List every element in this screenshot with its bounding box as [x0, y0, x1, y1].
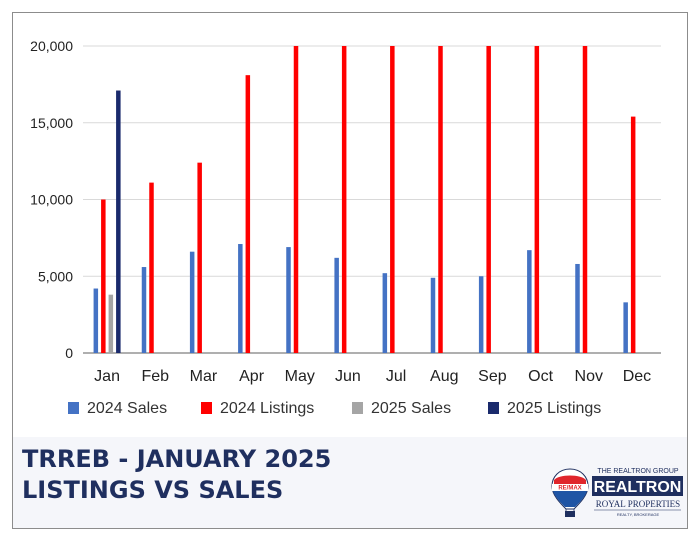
bar-2024-sales-dec: [623, 302, 628, 353]
x-tick-label: Oct: [528, 368, 553, 385]
legend-label: 2025 Sales: [371, 400, 451, 417]
legend-label: 2025 Listings: [507, 400, 601, 417]
bar-2024-sales-oct: [527, 250, 532, 353]
legend-label: 2024 Sales: [87, 400, 167, 417]
bar-2024-listings-may: [293, 46, 299, 353]
footer-banner: TRREB - JANUARY 2025 LISTINGS VS SALES R…: [13, 437, 687, 528]
bar-2024-sales-jul: [382, 273, 388, 353]
bar-2024-sales-nov: [575, 263, 580, 353]
chart-card: 0 5,000 10,000 15,000 20,000 Jan Feb Mar Apr May…: [12, 12, 688, 529]
x-tick-label: Jun: [335, 368, 361, 385]
balloon-brand-text: RE/MAX: [558, 486, 581, 492]
y-tick-label: 20,000: [30, 38, 73, 54]
bar-2024-listings-jun: [341, 46, 347, 353]
y-tick-label: 5,000: [38, 268, 73, 284]
legend-swatch: [352, 402, 363, 414]
x-tick-label: Jan: [94, 368, 120, 385]
logo-brand-text: REALTRON: [594, 479, 682, 496]
legend-swatch: [201, 402, 212, 414]
x-tick-label: Feb: [141, 368, 169, 385]
legend-item-2025-sales: 2025 Sales: [352, 400, 451, 417]
bar-2024-sales-jan: [93, 288, 99, 353]
bar-2024-listings-oct: [534, 46, 540, 353]
footer-title-line1: TRREB - JANUARY 2025: [22, 445, 332, 473]
x-tick-label: Sep: [478, 368, 507, 385]
footer-title-line2: LISTINGS VS SALES: [22, 476, 284, 504]
bar-2024-listings-sep: [486, 46, 491, 353]
x-tick-label: Mar: [190, 368, 218, 385]
bar-2024-listings-aug: [438, 46, 443, 353]
bar-2024-sales-feb: [141, 267, 147, 353]
x-tick-label: Dec: [623, 368, 651, 385]
bar-2024-listings-mar: [197, 162, 202, 353]
bar-2024-listings-dec: [630, 116, 636, 353]
bar-2024-listings-nov: [582, 46, 588, 353]
logo-brand-box: [592, 476, 683, 496]
x-tick-label: Jul: [386, 368, 406, 385]
bar-2024-sales-apr: [238, 244, 243, 353]
bar-2024-listings-apr: [245, 75, 251, 353]
bar-2024-sales-may: [286, 247, 291, 353]
bar-chart: 0 5,000 10,000 15,000 20,000 Jan Feb Mar Apr May…: [30, 38, 661, 417]
balloon-icon: RE/MAX: [551, 468, 589, 517]
logo-tagline: REALTY, BROKERAGE: [617, 512, 660, 517]
realtron-logo: RE/MAX THE REALTRON GROUP REALTRON ROYAL…: [551, 468, 683, 517]
legend-swatch: [68, 402, 79, 414]
bar-2024-sales-mar: [189, 251, 195, 353]
logo-sub-text: ROYAL PROPERTIES: [596, 499, 680, 509]
bar-2025-listings-jan: [116, 90, 121, 353]
legend-item-2024-sales: 2024 Sales: [68, 400, 167, 417]
legend-swatch: [488, 402, 499, 414]
x-tick-label: May: [285, 368, 315, 385]
bar-2024-listings-jan: [101, 199, 106, 353]
logo-group-text: THE REALTRON GROUP: [597, 468, 678, 475]
bar-2024-listings-feb: [149, 182, 154, 353]
legend-label: 2024 Listings: [220, 400, 314, 417]
bar-2024-sales-jun: [334, 257, 339, 353]
x-tick-label: Apr: [239, 368, 265, 385]
x-tick-label: Aug: [430, 368, 458, 385]
bar-2024-sales-sep: [478, 276, 484, 353]
y-tick-label: 15,000: [30, 115, 73, 131]
bar-2024-sales-aug: [430, 277, 436, 353]
footer-headline: TRREB - JANUARY 2025 LISTINGS VS SALES: [22, 444, 331, 506]
y-tick-label: 0: [65, 345, 73, 361]
legend-item-2025-listings: 2025 Listings: [488, 400, 601, 417]
y-tick-label: 10,000: [30, 192, 73, 208]
x-tick-label: Nov: [575, 368, 603, 385]
bar-2024-listings-jul: [390, 46, 395, 353]
legend-item-2024-listings: 2024 Listings: [201, 400, 314, 417]
bar-2025-sales-jan: [108, 294, 114, 353]
